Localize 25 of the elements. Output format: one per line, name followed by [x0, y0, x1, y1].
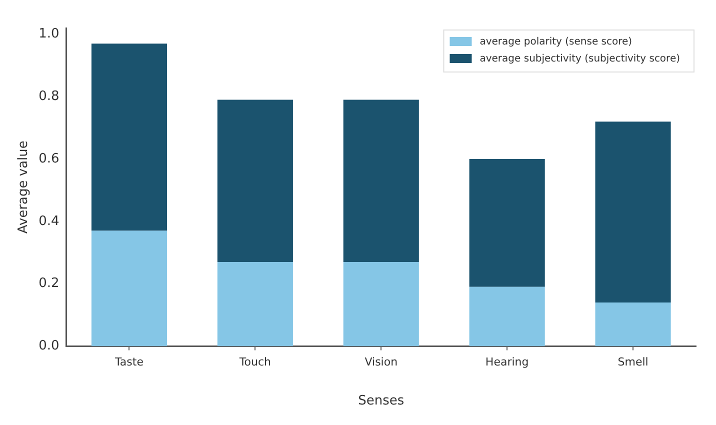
x-axis-title: Senses	[358, 394, 404, 409]
legend-label: average polarity (sense score)	[480, 36, 632, 48]
x-tick-label: Smell	[618, 356, 648, 369]
bar	[91, 44, 168, 231]
x-tick-label: Vision	[364, 356, 398, 369]
bar	[469, 286, 545, 346]
x-tick-label: Taste	[114, 356, 144, 369]
y-tick-label: 0.2	[38, 276, 60, 292]
bar	[343, 100, 419, 262]
y-tick-label: 1.0	[38, 26, 60, 42]
bar	[217, 262, 293, 346]
y-tick-label: 0.0	[38, 338, 60, 354]
y-tick-label: 0.8	[38, 89, 60, 104]
y-axis-title: Average value	[16, 140, 32, 234]
bar	[595, 122, 671, 303]
x-tick-label: Hearing	[485, 356, 529, 369]
y-tick-label: 0.4	[38, 214, 60, 229]
legend-label: average subjectivity (subjectivity score)	[480, 54, 680, 65]
y-tick-label: 0.6	[38, 151, 60, 166]
x-tick-label: Touch	[238, 356, 272, 369]
bar	[469, 159, 545, 287]
bar	[91, 230, 168, 346]
bar	[217, 100, 293, 262]
bar	[595, 302, 671, 346]
bar	[343, 262, 419, 346]
